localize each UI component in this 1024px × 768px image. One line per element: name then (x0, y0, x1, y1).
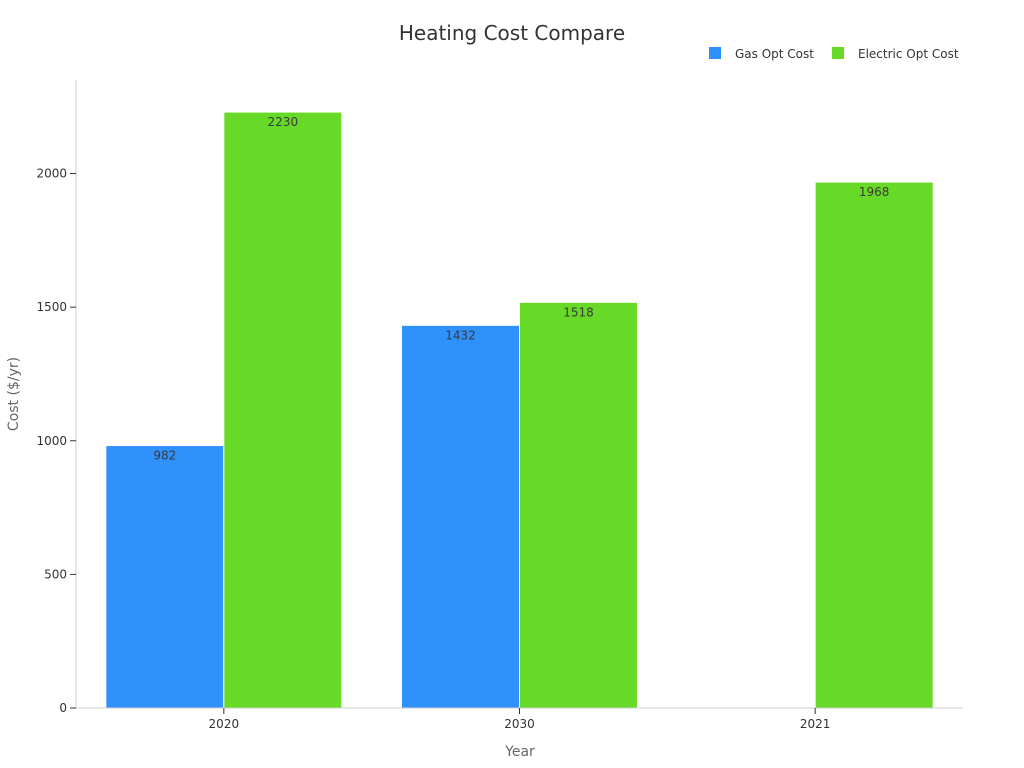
x-tick-label: 2030 (504, 717, 535, 731)
data-label-electric-2021: 1968 (859, 185, 890, 199)
data-label-gas-2030: 1432 (445, 328, 476, 342)
bar-electric-2030 (519, 301, 638, 709)
x-tick-label: 2020 (209, 717, 240, 731)
y-tick-label: 1000 (36, 434, 67, 448)
legend: Gas Opt Cost Electric Opt Cost (709, 47, 959, 61)
bar-gas-2030 (401, 324, 520, 709)
y-tick-label: 0 (59, 701, 67, 715)
bars-group (105, 111, 934, 709)
y-axis-ticks: 0 500 1000 1500 2000 (36, 167, 76, 715)
x-axis-title: Year (504, 744, 535, 760)
data-label-electric-2020: 2230 (268, 115, 299, 129)
x-tick-label: 2021 (800, 717, 831, 731)
legend-label-electric: Electric Opt Cost (858, 47, 959, 61)
bar-electric-2020 (223, 111, 343, 709)
legend-label-gas: Gas Opt Cost (735, 47, 814, 61)
legend-swatch-electric (832, 47, 844, 59)
bar-electric-2021 (814, 181, 934, 709)
legend-swatch-gas (709, 47, 721, 59)
data-label-gas-2020: 982 (153, 449, 176, 463)
y-tick-label: 2000 (36, 167, 67, 181)
chart-title: Heating Cost Compare (399, 21, 625, 45)
bar-gas-2020 (105, 445, 225, 709)
data-label-electric-2030: 1518 (563, 305, 594, 319)
bar-labels-group: 982 2230 1432 1518 1968 (153, 115, 889, 463)
x-axis-ticks: 2020 2030 2021 (209, 708, 831, 731)
y-tick-label: 1500 (36, 300, 67, 314)
y-axis-title: Cost ($/yr) (6, 357, 22, 431)
y-tick-label: 500 (44, 567, 67, 581)
